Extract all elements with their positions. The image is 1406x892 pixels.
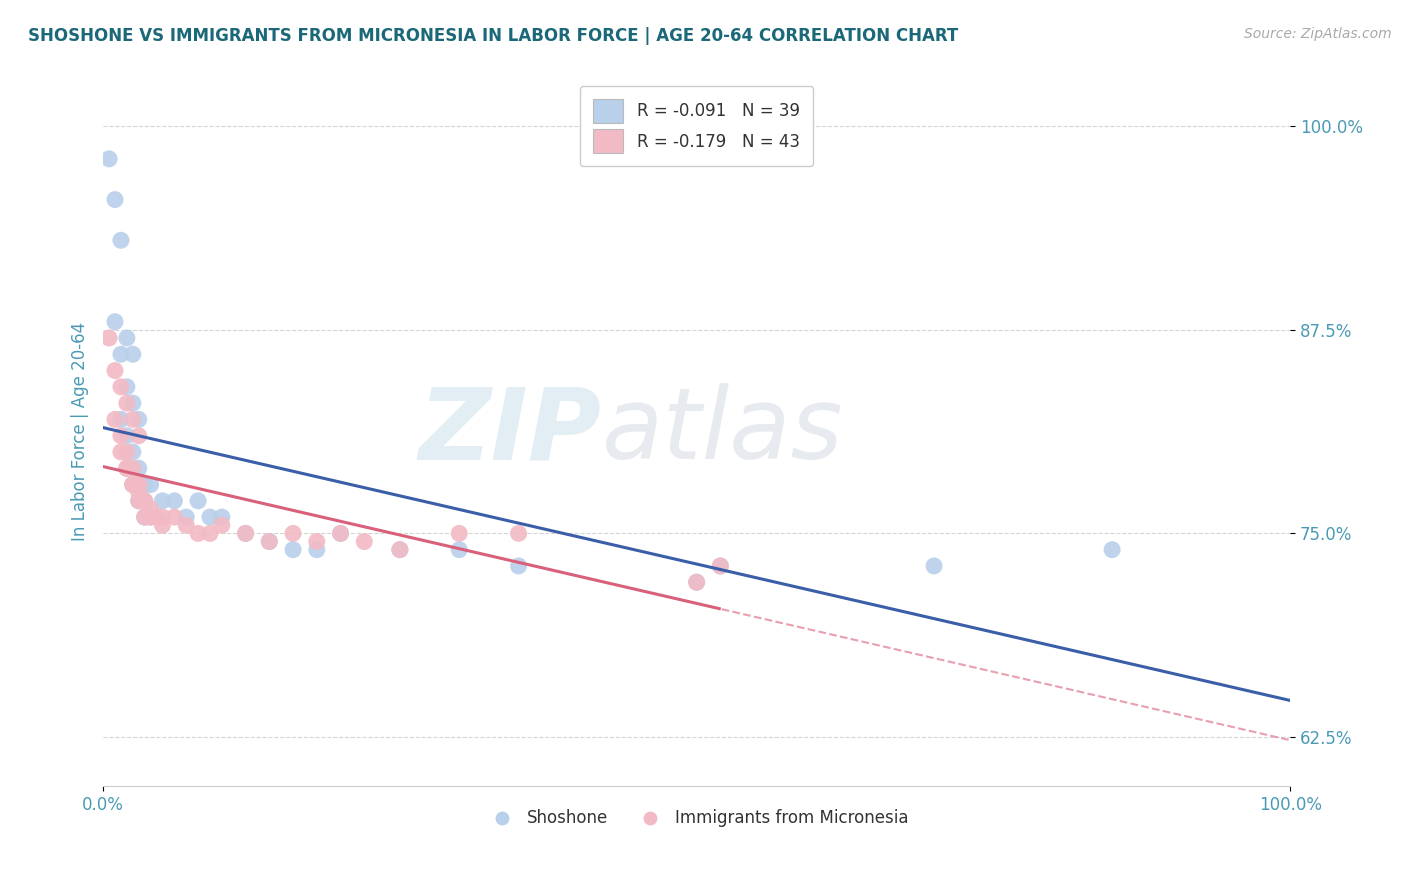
Point <box>685 575 707 590</box>
Point <box>134 493 156 508</box>
Point <box>115 331 138 345</box>
Point <box>110 233 132 247</box>
Point <box>139 477 162 491</box>
Point <box>128 477 150 491</box>
Point <box>139 502 162 516</box>
Point <box>98 152 121 166</box>
Point <box>134 510 156 524</box>
Point <box>121 461 143 475</box>
Point <box>235 526 257 541</box>
Point <box>115 461 138 475</box>
Point <box>174 510 197 524</box>
Point <box>128 493 150 508</box>
Y-axis label: In Labor Force | Age 20-64: In Labor Force | Age 20-64 <box>72 322 89 541</box>
Point <box>281 526 304 541</box>
Point <box>152 518 174 533</box>
Point <box>174 518 197 533</box>
Point <box>388 542 411 557</box>
Text: Source: ZipAtlas.com: Source: ZipAtlas.com <box>1244 27 1392 41</box>
Text: SHOSHONE VS IMMIGRANTS FROM MICRONESIA IN LABOR FORCE | AGE 20-64 CORRELATION CH: SHOSHONE VS IMMIGRANTS FROM MICRONESIA I… <box>28 27 959 45</box>
Point <box>128 485 150 500</box>
Point <box>110 380 132 394</box>
Point <box>98 331 121 345</box>
Point <box>508 558 530 573</box>
Point <box>128 461 150 475</box>
Point <box>305 542 328 557</box>
Point <box>329 526 352 541</box>
Point <box>922 558 945 573</box>
Point <box>110 412 132 426</box>
Point <box>115 428 138 442</box>
Point <box>187 526 209 541</box>
Point <box>235 526 257 541</box>
Point <box>259 534 281 549</box>
Point <box>329 526 352 541</box>
Point <box>305 534 328 549</box>
Point <box>198 526 221 541</box>
Point <box>121 347 143 361</box>
Point <box>110 445 132 459</box>
Point <box>134 477 156 491</box>
Point <box>104 363 127 377</box>
Point <box>115 461 138 475</box>
Point <box>685 575 707 590</box>
Point <box>508 526 530 541</box>
Point <box>104 315 127 329</box>
Point <box>134 493 156 508</box>
Point <box>198 510 221 524</box>
Point <box>104 193 127 207</box>
Point <box>115 380 138 394</box>
Point <box>121 477 143 491</box>
Point <box>388 542 411 557</box>
Point <box>259 534 281 549</box>
Point <box>163 493 186 508</box>
Point <box>163 510 186 524</box>
Point <box>449 542 471 557</box>
Point <box>211 518 233 533</box>
Point <box>139 510 162 524</box>
Point <box>121 477 143 491</box>
Point <box>709 558 731 573</box>
Point <box>187 493 209 508</box>
Point <box>128 412 150 426</box>
Text: ZIP: ZIP <box>419 383 602 480</box>
Legend: Shoshone, Immigrants from Micronesia: Shoshone, Immigrants from Micronesia <box>478 803 915 834</box>
Point <box>104 412 127 426</box>
Point <box>121 412 143 426</box>
Point <box>128 428 150 442</box>
Point <box>145 510 167 524</box>
Point <box>449 526 471 541</box>
Point <box>121 445 143 459</box>
Point <box>128 477 150 491</box>
Point <box>211 510 233 524</box>
Point <box>709 558 731 573</box>
Point <box>152 493 174 508</box>
Point <box>281 542 304 557</box>
Point <box>115 396 138 410</box>
Point <box>121 477 143 491</box>
Point <box>110 347 132 361</box>
Point <box>134 510 156 524</box>
Point <box>115 445 138 459</box>
Point <box>121 396 143 410</box>
Text: atlas: atlas <box>602 383 844 480</box>
Point <box>152 510 174 524</box>
Point <box>128 493 150 508</box>
Point <box>139 510 162 524</box>
Point <box>115 461 138 475</box>
Point <box>110 428 132 442</box>
Point <box>1101 542 1123 557</box>
Point <box>353 534 375 549</box>
